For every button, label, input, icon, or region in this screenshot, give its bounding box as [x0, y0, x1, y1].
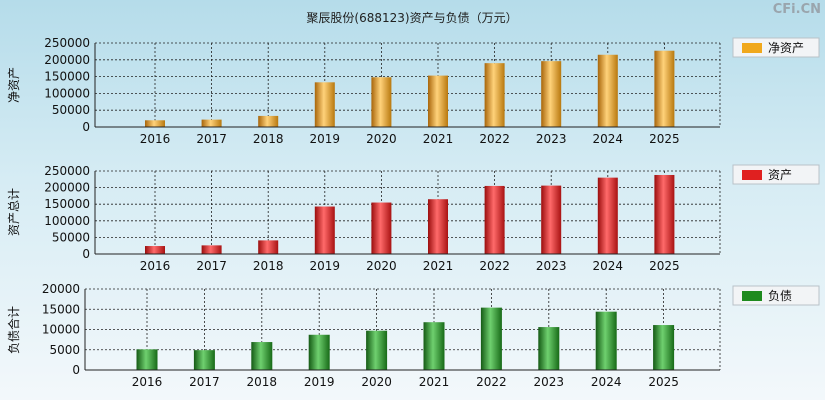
y-tick-label: 250000	[44, 36, 90, 50]
legend-swatch	[742, 291, 762, 301]
bar	[484, 63, 505, 127]
legend-label: 负债	[768, 289, 792, 303]
y-tick-label: 100000	[44, 86, 90, 100]
x-tick-label: 2024	[591, 375, 622, 389]
y-tick-label: 0	[82, 120, 90, 134]
legend-label: 资产	[768, 168, 792, 182]
bar	[653, 325, 675, 370]
x-tick-label: 2022	[476, 375, 507, 389]
bar	[654, 174, 675, 254]
x-tick-label: 2023	[536, 259, 567, 273]
y-tick-label: 200000	[44, 53, 90, 67]
y-tick-label: 150000	[44, 197, 90, 211]
y-tick-label: 200000	[44, 181, 90, 195]
y-tick-label: 50000	[52, 230, 90, 244]
bar	[258, 115, 279, 127]
x-tick-label: 2025	[649, 259, 680, 273]
bar	[371, 77, 392, 127]
bar	[597, 54, 618, 128]
legend-swatch	[742, 170, 762, 180]
x-tick-label: 2019	[310, 132, 341, 146]
bar	[201, 245, 222, 254]
x-tick-label: 2024	[593, 259, 624, 273]
x-tick-label: 2022	[479, 259, 510, 273]
x-tick-label: 2017	[189, 375, 220, 389]
x-tick-label: 2021	[423, 259, 454, 273]
y-tick-label: 50000	[52, 103, 90, 117]
legend-label: 净资产	[768, 41, 804, 55]
x-tick-label: 2021	[423, 132, 454, 146]
y-axis-label: 净资产	[7, 67, 21, 103]
x-tick-label: 2025	[648, 375, 679, 389]
x-tick-label: 2018	[253, 259, 284, 273]
bar	[595, 311, 617, 370]
x-tick-label: 2023	[534, 375, 565, 389]
bar	[201, 119, 222, 127]
x-tick-label: 2020	[366, 132, 397, 146]
bar	[654, 50, 675, 128]
x-tick-label: 2016	[140, 132, 171, 146]
y-tick-label: 100000	[44, 214, 90, 228]
bar	[145, 120, 165, 127]
x-tick-label: 2025	[649, 132, 680, 146]
y-tick-label: 250000	[44, 164, 90, 178]
y-tick-label: 0	[82, 247, 90, 261]
bar	[538, 327, 560, 370]
bar	[366, 330, 388, 370]
plot-area-2	[95, 171, 720, 254]
bar	[308, 334, 330, 370]
x-tick-label: 2024	[593, 132, 624, 146]
bar	[597, 177, 618, 254]
bar	[193, 350, 215, 370]
x-tick-label: 2020	[361, 375, 392, 389]
bar	[251, 342, 273, 370]
bar	[428, 199, 448, 254]
bar	[428, 75, 448, 127]
x-tick-label: 2016	[140, 259, 171, 273]
bar	[258, 240, 279, 254]
y-axis-label: 负债合计	[6, 306, 21, 354]
y-axis-label: 资产总计	[7, 188, 21, 236]
bar	[484, 185, 505, 254]
y-tick-label: 15000	[42, 302, 80, 316]
y-tick-label: 5000	[49, 343, 80, 357]
y-tick-label: 10000	[42, 323, 80, 337]
x-tick-label: 2020	[366, 259, 397, 273]
x-tick-label: 2018	[247, 375, 278, 389]
bar	[480, 307, 502, 370]
bar	[541, 61, 562, 128]
x-tick-label: 2019	[304, 375, 335, 389]
watermark: CFi.CN	[772, 2, 821, 17]
x-tick-label: 2017	[196, 259, 227, 273]
x-tick-label: 2021	[419, 375, 450, 389]
plot-area-1	[95, 43, 720, 127]
y-tick-label: 0	[72, 363, 80, 377]
y-tick-label: 20000	[42, 282, 80, 296]
y-tick-label: 150000	[44, 70, 90, 84]
x-tick-label: 2022	[479, 132, 510, 146]
x-tick-label: 2017	[196, 132, 227, 146]
x-tick-label: 2016	[132, 375, 163, 389]
x-tick-label: 2023	[536, 132, 567, 146]
chart-title: 聚辰股份(688123)资产与负债（万元）	[306, 11, 517, 25]
x-tick-label: 2018	[253, 132, 284, 146]
bar	[145, 246, 165, 254]
legend-swatch	[742, 43, 762, 53]
bar	[423, 322, 445, 370]
bar	[136, 349, 158, 370]
bar	[314, 206, 335, 254]
bar	[314, 82, 335, 127]
bar	[541, 185, 562, 254]
bar	[371, 202, 392, 254]
x-tick-label: 2019	[310, 259, 341, 273]
